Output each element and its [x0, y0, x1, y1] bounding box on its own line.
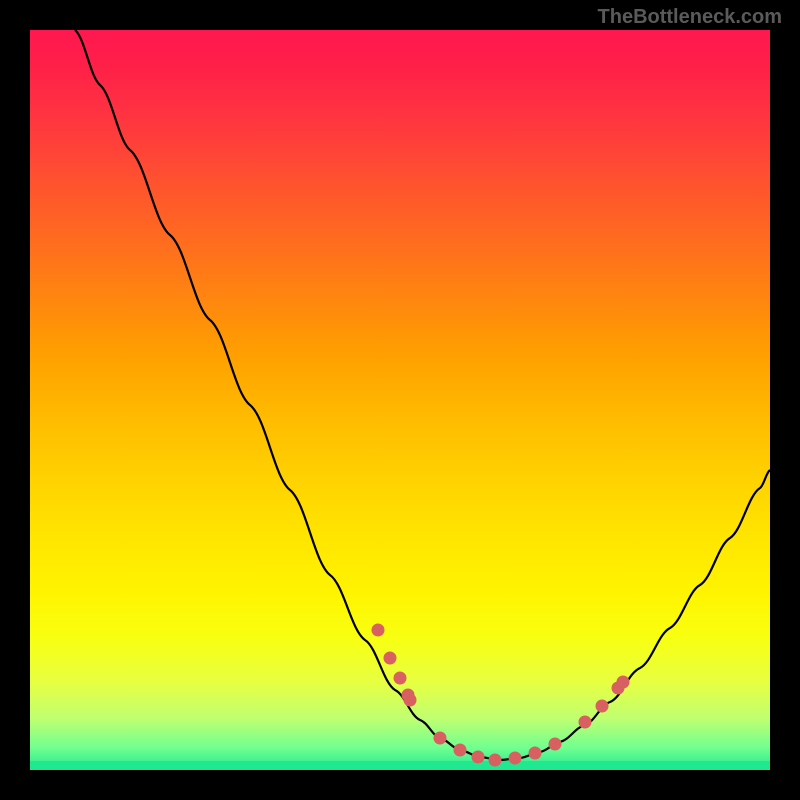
- data-marker: [579, 716, 592, 729]
- data-marker: [596, 700, 609, 713]
- plot-area: [30, 30, 770, 770]
- watermark-text: TheBottleneck.com: [598, 6, 782, 29]
- data-marker: [384, 652, 397, 665]
- bottleneck-curve: [75, 30, 770, 760]
- data-marker: [404, 694, 417, 707]
- data-marker: [434, 732, 447, 745]
- data-marker: [549, 738, 562, 751]
- data-marker: [617, 676, 630, 689]
- data-marker: [489, 754, 502, 767]
- data-marker: [454, 744, 467, 757]
- curve-layer: [30, 30, 770, 770]
- data-marker: [472, 751, 485, 764]
- data-markers: [372, 624, 630, 767]
- data-marker: [394, 672, 407, 685]
- data-marker: [529, 747, 542, 760]
- data-marker: [509, 752, 522, 765]
- data-marker: [372, 624, 385, 637]
- chart-container: TheBottleneck.com: [0, 0, 800, 800]
